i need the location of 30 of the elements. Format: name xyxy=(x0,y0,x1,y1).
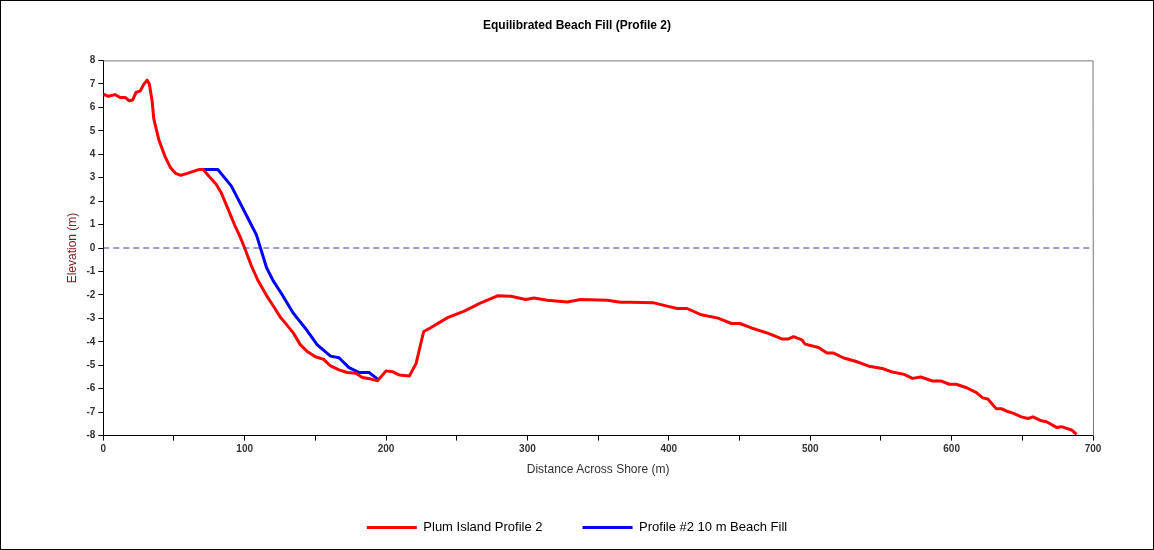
y-tick-label: -1 xyxy=(86,265,96,277)
y-tick-label: 4 xyxy=(89,147,96,159)
x-tick-label: 500 xyxy=(801,443,820,455)
x-tick-label: 600 xyxy=(943,443,961,455)
y-tick-label: 5 xyxy=(89,124,96,136)
x-tick-label: 700 xyxy=(1084,443,1102,455)
y-tick-label: -6 xyxy=(86,382,96,394)
y-tick-label: 1 xyxy=(89,218,96,230)
y-tick-label: -2 xyxy=(86,288,96,300)
chart-title: Equilibrated Beach Fill (Profile 2) xyxy=(482,17,672,32)
x-tick-label: 100 xyxy=(236,443,254,455)
y-tick-label: -3 xyxy=(86,312,96,324)
legend-label: Plum Island Profile 2 xyxy=(423,519,543,535)
x-tick-label: 300 xyxy=(519,443,537,455)
x-tick-label: 0 xyxy=(100,443,107,455)
y-tick-label: 2 xyxy=(89,194,96,206)
y-tick-label: 6 xyxy=(89,101,96,113)
y-tick-label: -4 xyxy=(86,335,96,347)
y-tick-label: -8 xyxy=(86,429,96,441)
y-tick-label: 0 xyxy=(89,241,96,253)
x-tick-label: 400 xyxy=(660,443,678,455)
y-tick-label: 7 xyxy=(89,77,96,89)
y-axis-title: Elevation (m) xyxy=(64,212,79,284)
y-tick-label: 8 xyxy=(89,54,96,66)
legend-label: Profile #2 10 m Beach Fill xyxy=(639,519,788,535)
y-tick-label: -5 xyxy=(86,359,96,370)
x-tick-label: 200 xyxy=(377,443,395,455)
x-axis-title: Distance Across Shore (m) xyxy=(526,462,670,477)
y-tick-label: -7 xyxy=(86,405,96,417)
y-tick-label: 3 xyxy=(89,171,96,183)
